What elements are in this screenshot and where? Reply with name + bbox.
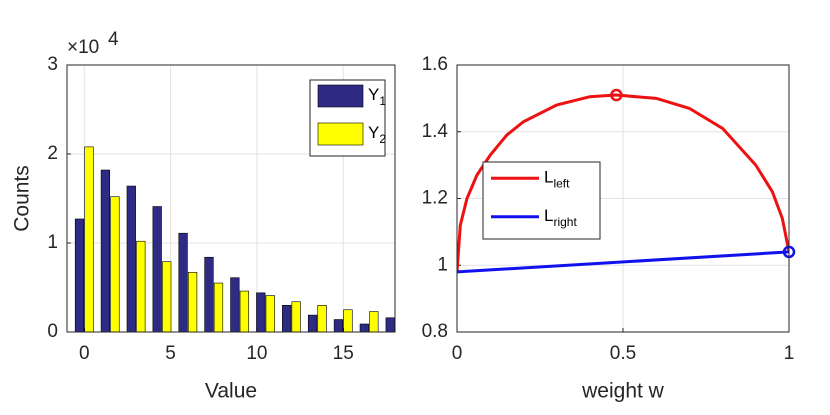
bar <box>385 317 395 332</box>
x-tick-label: 5 <box>165 343 176 364</box>
y-tick-label: 0.8 <box>422 321 448 342</box>
bar <box>291 301 301 332</box>
legend: Lleft Lright <box>482 161 601 240</box>
legend-label: Lright <box>544 206 577 229</box>
legend-label: Y2 <box>368 123 386 146</box>
bar <box>307 314 318 332</box>
bar <box>126 185 136 332</box>
y-tick-label: 1.4 <box>422 121 449 142</box>
bar <box>239 290 249 332</box>
bar <box>187 272 198 332</box>
bar <box>178 232 188 332</box>
bar <box>136 240 146 332</box>
plot-area <box>74 146 395 332</box>
legend-label: Y1 <box>368 85 386 108</box>
bar <box>162 261 172 332</box>
axes-box <box>66 64 396 333</box>
x-tick-label: 1 <box>784 343 795 364</box>
x-tick-label: 0 <box>79 343 90 364</box>
bar <box>204 256 214 332</box>
bar <box>110 196 120 332</box>
bar <box>333 319 344 332</box>
y-axis-label: Counts <box>11 165 34 232</box>
x-tick-label: 15 <box>333 343 354 364</box>
legend-box <box>482 161 601 240</box>
y-tick-label: 3 <box>47 54 58 75</box>
bar <box>213 282 224 332</box>
bar <box>343 309 353 332</box>
x-tick-label: 10 <box>246 343 267 364</box>
y-exponent-power: 4 <box>108 29 119 50</box>
x-axis-label: Value <box>205 380 257 403</box>
bar <box>74 218 85 332</box>
bar <box>265 295 275 332</box>
bar <box>359 323 369 332</box>
legend-swatch <box>317 84 364 108</box>
line <box>457 93 789 273</box>
x-tick-label: 0.5 <box>610 343 636 364</box>
y-tick-label: 2 <box>47 143 58 164</box>
y-tick-label: 1.2 <box>422 188 448 209</box>
y-exponent: ×10 <box>67 37 99 58</box>
x-tick-label: 0 <box>452 343 463 364</box>
bar <box>152 206 162 332</box>
line <box>457 250 789 274</box>
y-tick-label: 1 <box>47 232 58 253</box>
y-tick-label: 1 <box>437 254 448 275</box>
legend: Y1 Y2 <box>309 79 386 157</box>
y-tick-label: 0 <box>47 321 58 342</box>
bar <box>317 304 327 332</box>
bar <box>230 277 240 332</box>
bar <box>369 311 379 332</box>
bar <box>84 146 94 332</box>
bar <box>100 169 111 332</box>
legend-label: Lleft <box>544 168 570 191</box>
bar <box>282 304 292 332</box>
y-tick-label: 1.6 <box>422 54 448 75</box>
plot-area <box>457 93 789 274</box>
bar <box>256 292 266 332</box>
x-axis-label: weight w <box>581 380 665 403</box>
highlight-marker <box>610 88 623 102</box>
legend-swatch <box>317 122 364 146</box>
axes-box <box>456 64 790 333</box>
